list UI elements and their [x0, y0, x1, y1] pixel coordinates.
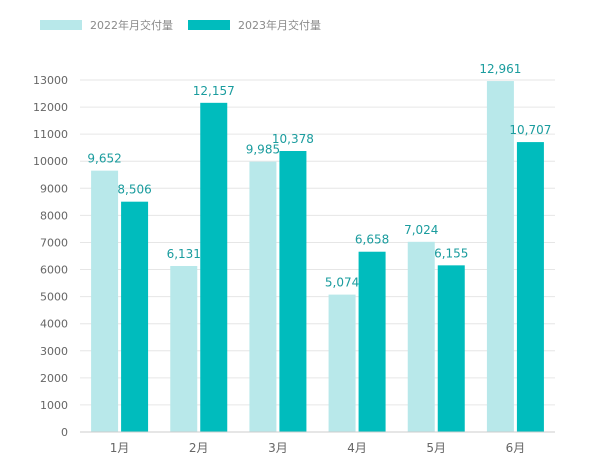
data-label: 12,961 [479, 62, 521, 76]
y-tick-label: 9000 [40, 182, 68, 195]
x-tick-label: 6月 [506, 441, 526, 455]
data-label: 10,378 [272, 132, 314, 146]
x-tick-label: 3月 [268, 441, 288, 455]
legend-label: 2023年月交付量 [238, 18, 321, 32]
bar [200, 102, 228, 433]
y-tick-label: 0 [61, 426, 68, 439]
y-tick-label: 10000 [33, 155, 68, 168]
y-tick-label: 5000 [40, 291, 68, 304]
bar [358, 251, 386, 432]
data-label: 9,652 [87, 152, 121, 166]
data-label: 6,155 [434, 246, 468, 260]
y-tick-label: 3000 [40, 345, 68, 358]
y-tick-label: 13000 [33, 74, 68, 87]
x-tick-label: 5月 [426, 441, 446, 455]
bar [249, 161, 277, 433]
x-tick-label: 4月 [347, 441, 367, 455]
bar [328, 294, 356, 432]
data-label: 5,074 [325, 276, 359, 290]
legend-swatch [188, 20, 230, 30]
y-tick-label: 2000 [40, 372, 68, 385]
data-label: 7,024 [404, 223, 438, 237]
data-label: 8,506 [117, 183, 151, 197]
y-tick-label: 6000 [40, 264, 68, 277]
y-tick-label: 12000 [33, 101, 68, 114]
data-label: 6,658 [355, 233, 389, 247]
y-tick-label: 11000 [33, 128, 68, 141]
y-tick-label: 8000 [40, 209, 68, 222]
x-tick-label: 2月 [189, 441, 209, 455]
bar [437, 265, 465, 432]
bar [91, 170, 119, 432]
x-tick-label: 1月 [110, 441, 130, 455]
data-label: 12,157 [193, 84, 235, 98]
y-tick-label: 4000 [40, 318, 68, 331]
data-label: 6,131 [167, 247, 201, 261]
y-tick-label: 7000 [40, 236, 68, 249]
bar [279, 150, 307, 432]
data-label: 9,985 [246, 143, 280, 157]
bar [516, 142, 544, 432]
bar [170, 265, 198, 432]
data-label: 10,707 [509, 123, 551, 137]
bar [407, 241, 435, 432]
bar [121, 201, 149, 432]
bar [486, 81, 514, 432]
legend-label: 2022年月交付量 [90, 18, 173, 32]
y-tick-label: 1000 [40, 399, 68, 412]
legend-swatch [40, 20, 82, 30]
